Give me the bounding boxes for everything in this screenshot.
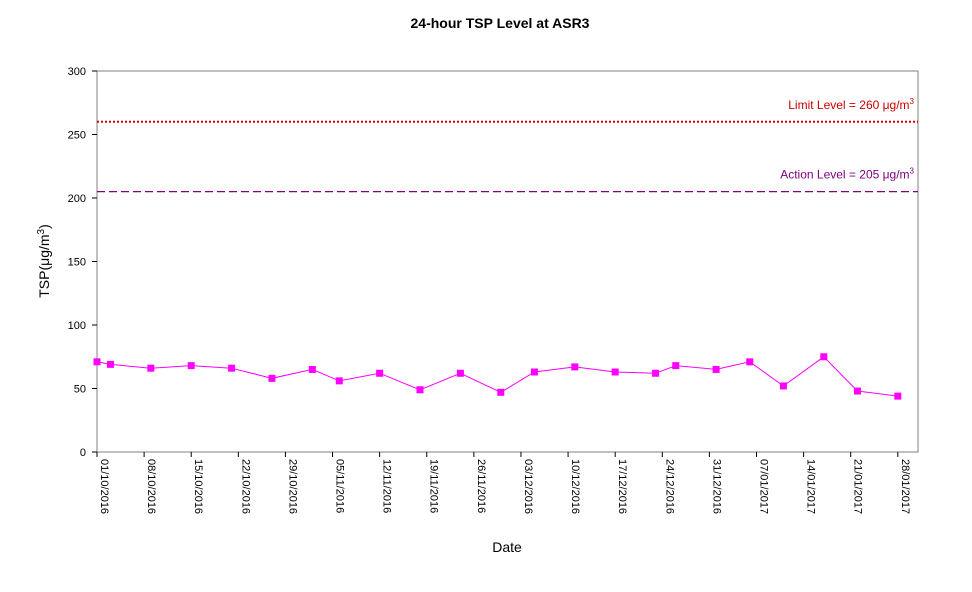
data-point-marker (187, 362, 195, 370)
reference-line-label-text: Action Level = 205 μg/m (780, 168, 909, 182)
data-point-marker (106, 360, 114, 368)
data-point-marker (820, 353, 828, 361)
data-point-marker (308, 365, 316, 373)
data-point-marker (571, 363, 579, 371)
plot-area (96, 70, 919, 453)
data-point-marker (672, 362, 680, 370)
data-point-marker (147, 364, 155, 372)
y-axis-label: TSP(μg/m3) (36, 224, 52, 298)
x-tick-label: 03/12/2016 (522, 459, 534, 514)
data-point-marker (497, 388, 505, 396)
y-axis: 0 50 100 150 200 250 300 (68, 66, 97, 459)
y-axis-label-sup: 3 (36, 228, 47, 234)
y-tick-label: 100 (68, 320, 86, 332)
data-point-marker (611, 368, 619, 376)
x-tick-label: 17/12/2016 (616, 459, 628, 514)
x-tick-label: 21/01/2017 (852, 459, 864, 514)
data-point-marker (894, 392, 902, 400)
x-tick-label: 26/11/2016 (475, 459, 487, 513)
y-tick-label: 250 (68, 130, 86, 142)
x-tick-label: 31/12/2016 (710, 459, 722, 514)
reference-line-label-sup: 3 (910, 167, 915, 176)
reference-line-label: Action Level = 205 μg/m3 (780, 167, 914, 182)
x-tick-label: 15/10/2016 (192, 459, 204, 514)
y-axis-label-close: ) (36, 224, 52, 229)
x-axis-label: Date (492, 539, 522, 555)
x-tick-label: 24/12/2016 (663, 459, 675, 514)
x-tick-label: 29/10/2016 (286, 459, 298, 514)
chart-title: 24-hour TSP Level at ASR3 (411, 15, 590, 31)
y-tick-label: 200 (68, 193, 86, 205)
data-point-marker (268, 374, 276, 382)
x-tick-label: 12/11/2016 (381, 459, 393, 513)
y-tick-label: 150 (68, 257, 86, 269)
reference-line-label-sup: 3 (910, 97, 915, 106)
data-point-marker (335, 377, 343, 385)
data-point-marker (530, 368, 538, 376)
data-point-marker (376, 369, 384, 377)
x-tick-label: 14/01/2017 (805, 459, 817, 514)
x-tick-label: 08/10/2016 (145, 459, 157, 514)
y-tick-label: 50 (74, 384, 86, 396)
data-point-marker (416, 386, 424, 394)
y-axis-label-main: TSP(μg/m (36, 234, 52, 297)
series-layer (93, 353, 902, 400)
data-point-marker (456, 369, 464, 377)
x-tick-label: 10/12/2016 (569, 459, 581, 514)
data-point-marker (746, 358, 754, 366)
data-point-marker (652, 369, 660, 377)
reference-line-label-text: Limit Level = 260 μg/m (788, 98, 909, 112)
data-point-marker (228, 364, 236, 372)
x-tick-label: 19/11/2016 (428, 459, 440, 513)
data-point-marker (712, 365, 720, 373)
data-point-marker (853, 387, 861, 395)
x-tick-label: 28/01/2017 (899, 459, 911, 514)
x-tick-label: 01/10/2016 (98, 459, 110, 514)
data-point-marker (93, 358, 101, 366)
y-tick-label: 300 (68, 66, 86, 78)
reference-line-label: Limit Level = 260 μg/m3 (788, 97, 914, 112)
x-axis: 01/10/2016 08/10/2016 15/10/2016 22/10/2016… (96, 452, 911, 514)
data-point-marker (779, 382, 787, 390)
x-tick-label: 07/01/2017 (757, 459, 769, 514)
x-tick-label: 22/10/2016 (239, 459, 251, 514)
y-tick-label: 0 (80, 447, 86, 459)
x-tick-label: 05/11/2016 (334, 459, 346, 513)
